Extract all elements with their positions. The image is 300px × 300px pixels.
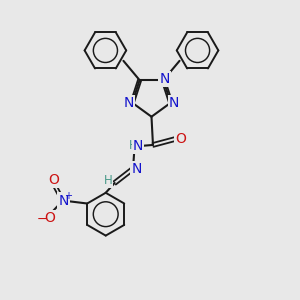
- Text: N: N: [131, 162, 142, 176]
- Text: O: O: [175, 132, 186, 146]
- Text: N: N: [159, 72, 170, 86]
- Text: N: N: [133, 139, 143, 153]
- Text: O: O: [44, 212, 55, 225]
- Text: +: +: [64, 191, 72, 201]
- Text: H: H: [104, 174, 112, 187]
- Text: N: N: [58, 194, 69, 208]
- Text: N: N: [169, 96, 179, 110]
- Text: N: N: [124, 96, 134, 110]
- Text: O: O: [48, 173, 59, 187]
- Text: H: H: [129, 139, 137, 152]
- Text: −: −: [37, 213, 47, 226]
